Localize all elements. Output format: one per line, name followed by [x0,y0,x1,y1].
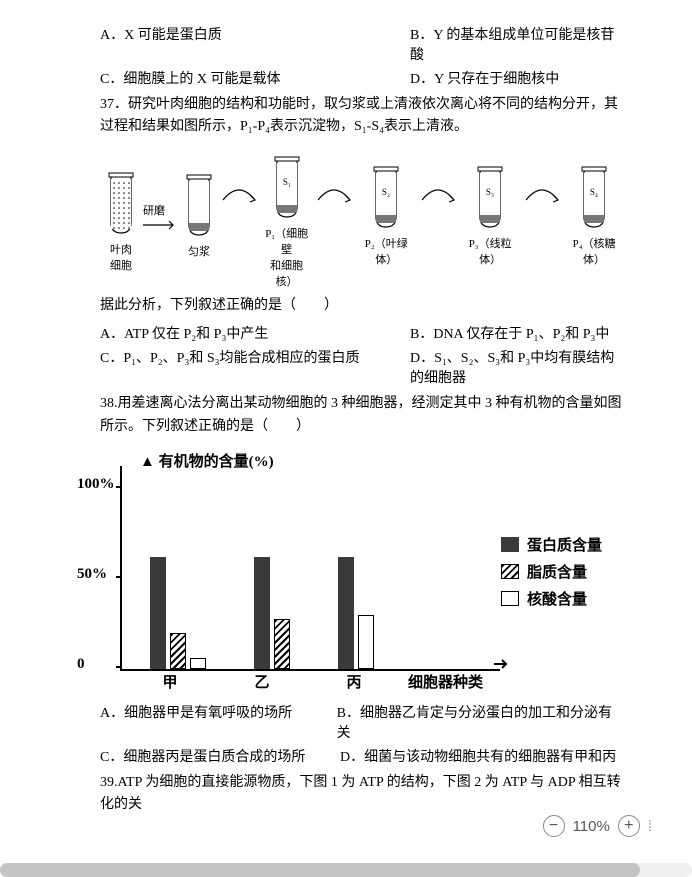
bar [358,615,374,669]
q38-option-d: D．细菌与该动物细胞共有的细胞器有甲和丙 [340,746,616,766]
svg-text:S₄: S₄ [590,187,598,197]
chart-axes: 100%50%0 [120,466,500,671]
test-tube-icon [105,165,137,237]
tube: S₂ P₂（叶绿体） [358,159,414,279]
bar-group [338,557,374,669]
zoom-extra: ⁞ [648,818,652,835]
tube: S₄ P₄（核糖体） [566,159,622,279]
y-tick-label: 0 [77,656,85,673]
bar [254,557,270,669]
arrow-label: 研磨 [143,205,177,233]
bar [338,557,354,669]
bar [150,557,166,669]
q37-row2: C．P₁、P₂、P₃和 S₃均能合成相应的蛋白质 D．S₁、S₂、S₃和 P₃中… [100,347,622,387]
zoom-level: 110% [573,818,610,835]
q36-options-row2: C．细胞膜上的 X 可能是载体 D．Y 只存在于细胞核中 [100,68,622,88]
legend-lipid: 脂质含量 [527,561,587,582]
zoom-control: − 110% + ⁞ [543,815,652,837]
bar [190,658,206,669]
arrow-icon [316,180,352,252]
document-page: A．X 可能是蛋白质 B．Y 的基本组成单位可能是核苷酸 C．细胞膜上的 X 可… [0,0,692,843]
arrow-icon [524,180,560,252]
q37-stem: 37．研究叶肉细胞的结构和功能时，取匀浆或上清液依次离心将不同的结构分开，其过程… [100,94,622,139]
q36-option-d: D．Y 只存在于细胞核中 [410,68,622,88]
q37-option-c: C．P₁、P₂、P₃和 S₃均能合成相应的蛋白质 [100,347,410,387]
x-labels: 甲乙丙细胞器种类 [120,671,500,692]
chart-legend: 蛋白质含量 脂质含量 核酸含量 [501,528,602,615]
test-tube-icon: S₄ [578,159,610,231]
tube: S₃ P₃（线粒体） [462,159,518,279]
q39-stem: 39.ATP 为细胞的直接能源物质，下图 1 为 ATP 的结构，下图 2 为 … [100,772,622,817]
y-tick-label: 100% [77,476,115,493]
legend-nucleic: 核酸含量 [527,588,587,609]
q37-option-b: B．DNA 仅存在于 P₁、P₂和 P₃中 [410,323,622,343]
tube: S₁ P₁（细胞壁和细胞核） [263,149,310,289]
svg-text:S₃: S₃ [486,187,494,197]
legend-protein: 蛋白质含量 [527,534,602,555]
legend-swatch-nucleic [501,591,519,606]
legend-swatch-lipid [501,564,519,579]
svg-text:S₁: S₁ [283,177,291,187]
q37-stem2: 据此分析，下列叙述正确的是（ ） [100,295,622,317]
scrollbar-thumb[interactable] [0,863,640,877]
arrow-icon [221,180,257,252]
q38-row2: C．细胞器丙是蛋白质合成的场所 D．细菌与该动物细胞共有的细胞器有甲和丙 [100,746,622,766]
x-label: 丙 [308,671,400,692]
bar [170,633,186,669]
q38-option-b: B．细胞器乙肯定与分泌蛋白的加工和分泌有关 [337,702,622,742]
x-label: 甲 [124,671,216,692]
tube: 叶肉细胞 [105,165,137,273]
q36-option-a: A．X 可能是蛋白质 [100,24,410,64]
test-tube-icon: S₃ [474,159,506,231]
test-tube-icon: S₁ [271,149,303,221]
q36-option-c: C．细胞膜上的 X 可能是载体 [100,68,410,88]
x-label: 乙 [216,671,308,692]
legend-swatch-protein [501,537,519,552]
q36-option-b: B．Y 的基本组成单位可能是核苷酸 [410,24,622,64]
test-tube-icon: S₂ [370,159,402,231]
horizontal-scrollbar[interactable] [0,863,692,877]
tube: 匀浆 [183,167,215,271]
bar-group [254,557,290,669]
test-tube-icon [183,167,215,239]
q38-option-a: A．细胞器甲是有氧呼吸的场所 [100,702,337,742]
q37-option-a: A．ATP 仅在 P₂和 P₃中产生 [100,323,410,343]
arrow-icon [420,180,456,252]
x-axis-label: 细胞器种类 [408,671,483,692]
q38-stem: 38.用差速离心法分离出某动物细胞的 3 种细胞器，经测定其中 3 种有机物的含… [100,393,622,438]
q37-row1: A．ATP 仅在 P₂和 P₃中产生 B．DNA 仅存在于 P₁、P₂和 P₃中 [100,323,622,343]
svg-text:S₂: S₂ [382,187,390,197]
q36-options-row1: A．X 可能是蛋白质 B．Y 的基本组成单位可能是核苷酸 [100,24,622,64]
bar-group [150,557,206,669]
y-tick-label: 50% [77,566,107,583]
q37-diagram: 叶肉细胞研磨 匀浆 S₁ P₁（细胞壁和细胞核） S₂ P₂（叶绿体） [100,149,622,289]
q38-row1: A．细胞器甲是有氧呼吸的场所 B．细胞器乙肯定与分泌蛋白的加工和分泌有关 [100,702,622,742]
q38-option-c: C．细胞器丙是蛋白质合成的场所 [100,746,340,766]
bar [274,619,290,669]
q37-option-d: D．S₁、S₂、S₃和 P₃中均有膜结构的细胞器 [410,347,622,387]
zoom-out-button[interactable]: − [543,815,565,837]
zoom-in-button[interactable]: + [618,815,640,837]
